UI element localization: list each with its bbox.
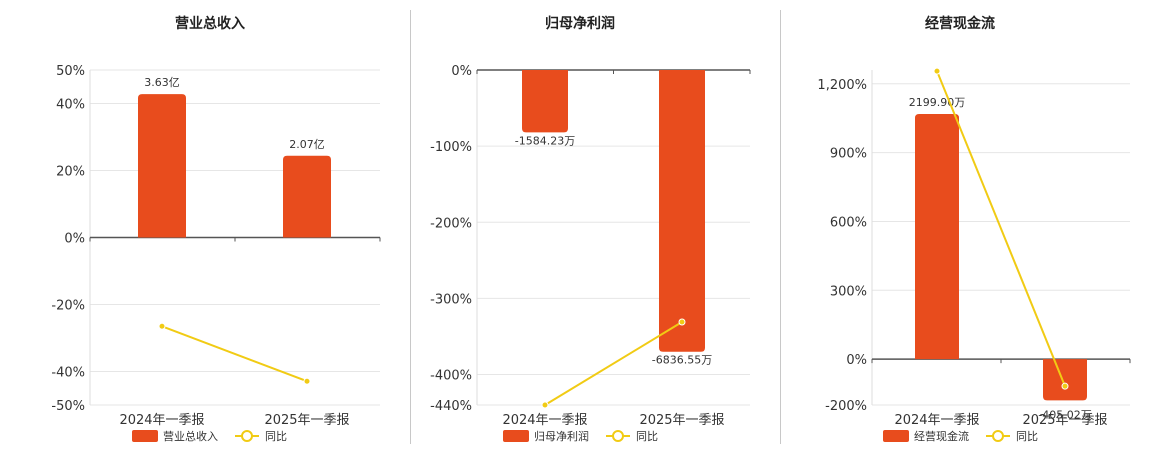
chart-title: 营业总收入 bbox=[175, 15, 245, 32]
chart-title: 归母净利润 bbox=[545, 15, 615, 32]
bar-data-label: 3.63亿 bbox=[144, 76, 180, 89]
chart-title: 经营现金流 bbox=[925, 15, 995, 32]
y-tick-label: 0% bbox=[64, 232, 85, 247]
legend-line-label: 同比 bbox=[1016, 430, 1038, 443]
y-tick-label: -100% bbox=[430, 140, 472, 155]
y-tick-label: 1,200% bbox=[817, 78, 867, 93]
y-tick-label: -40% bbox=[51, 366, 85, 381]
y-tick-label: -200% bbox=[430, 216, 472, 231]
legend-line-marker bbox=[241, 430, 253, 442]
y-tick-label: 40% bbox=[56, 98, 85, 113]
y-tick-label: -200% bbox=[825, 399, 867, 414]
bar bbox=[915, 114, 959, 360]
y-tick-label: -20% bbox=[51, 299, 85, 314]
panel-divider bbox=[780, 10, 781, 444]
x-tick-label: 2025年一季报 bbox=[1022, 413, 1107, 428]
bar bbox=[1043, 359, 1087, 401]
yoy-line bbox=[544, 321, 683, 406]
panel-divider bbox=[410, 10, 411, 444]
legend-line-label: 同比 bbox=[265, 430, 287, 443]
legend-line-marker bbox=[992, 430, 1004, 442]
y-tick-label: -400% bbox=[430, 369, 472, 384]
y-tick-label: 900% bbox=[830, 147, 867, 162]
legend-bar-swatch bbox=[503, 430, 529, 442]
legend-line-marker bbox=[612, 430, 624, 442]
yoy-point bbox=[933, 67, 941, 75]
legend-bar-label: 营业总收入 bbox=[163, 429, 218, 443]
y-tick-label: 0% bbox=[451, 64, 472, 79]
bar-data-label: -6836.55万 bbox=[652, 354, 712, 367]
bar-data-label: -1584.23万 bbox=[515, 134, 575, 147]
x-tick-label: 2025年一季报 bbox=[264, 413, 349, 428]
bar bbox=[522, 70, 568, 133]
y-tick-label: -300% bbox=[430, 292, 472, 307]
bar-data-label: -405.02万 bbox=[1038, 408, 1091, 421]
legend-bar-swatch bbox=[132, 430, 158, 442]
x-tick-label: 2024年一季报 bbox=[502, 413, 587, 428]
yoy-point bbox=[678, 318, 686, 326]
legend-line-label: 同比 bbox=[636, 430, 658, 443]
bar-data-label: 2199.90万 bbox=[909, 96, 966, 109]
y-tick-label: 50% bbox=[56, 64, 85, 79]
bar bbox=[138, 94, 186, 238]
bar-data-label: 2.07亿 bbox=[289, 138, 325, 151]
y-tick-label: -440% bbox=[430, 399, 472, 414]
y-tick-label: 600% bbox=[830, 215, 867, 230]
legend-bar-label: 归母净利润 bbox=[534, 429, 589, 443]
x-tick-label: 2024年一季报 bbox=[119, 413, 204, 428]
yoy-point bbox=[541, 401, 549, 409]
legend-bar-swatch bbox=[883, 430, 909, 442]
y-tick-label: 20% bbox=[56, 165, 85, 180]
y-tick-label: 300% bbox=[830, 284, 867, 299]
bar bbox=[659, 70, 705, 352]
x-tick-label: 2025年一季报 bbox=[639, 413, 724, 428]
bar bbox=[283, 155, 331, 238]
yoy-line bbox=[936, 70, 1066, 387]
yoy-point bbox=[158, 322, 166, 330]
x-tick-label: 2024年一季报 bbox=[894, 413, 979, 428]
y-tick-label: -50% bbox=[51, 399, 85, 414]
yoy-point bbox=[303, 377, 311, 385]
yoy-point bbox=[1061, 382, 1069, 390]
y-tick-label: 0% bbox=[846, 353, 867, 368]
legend-bar-label: 经营现金流 bbox=[914, 429, 969, 443]
yoy-line bbox=[161, 325, 308, 383]
